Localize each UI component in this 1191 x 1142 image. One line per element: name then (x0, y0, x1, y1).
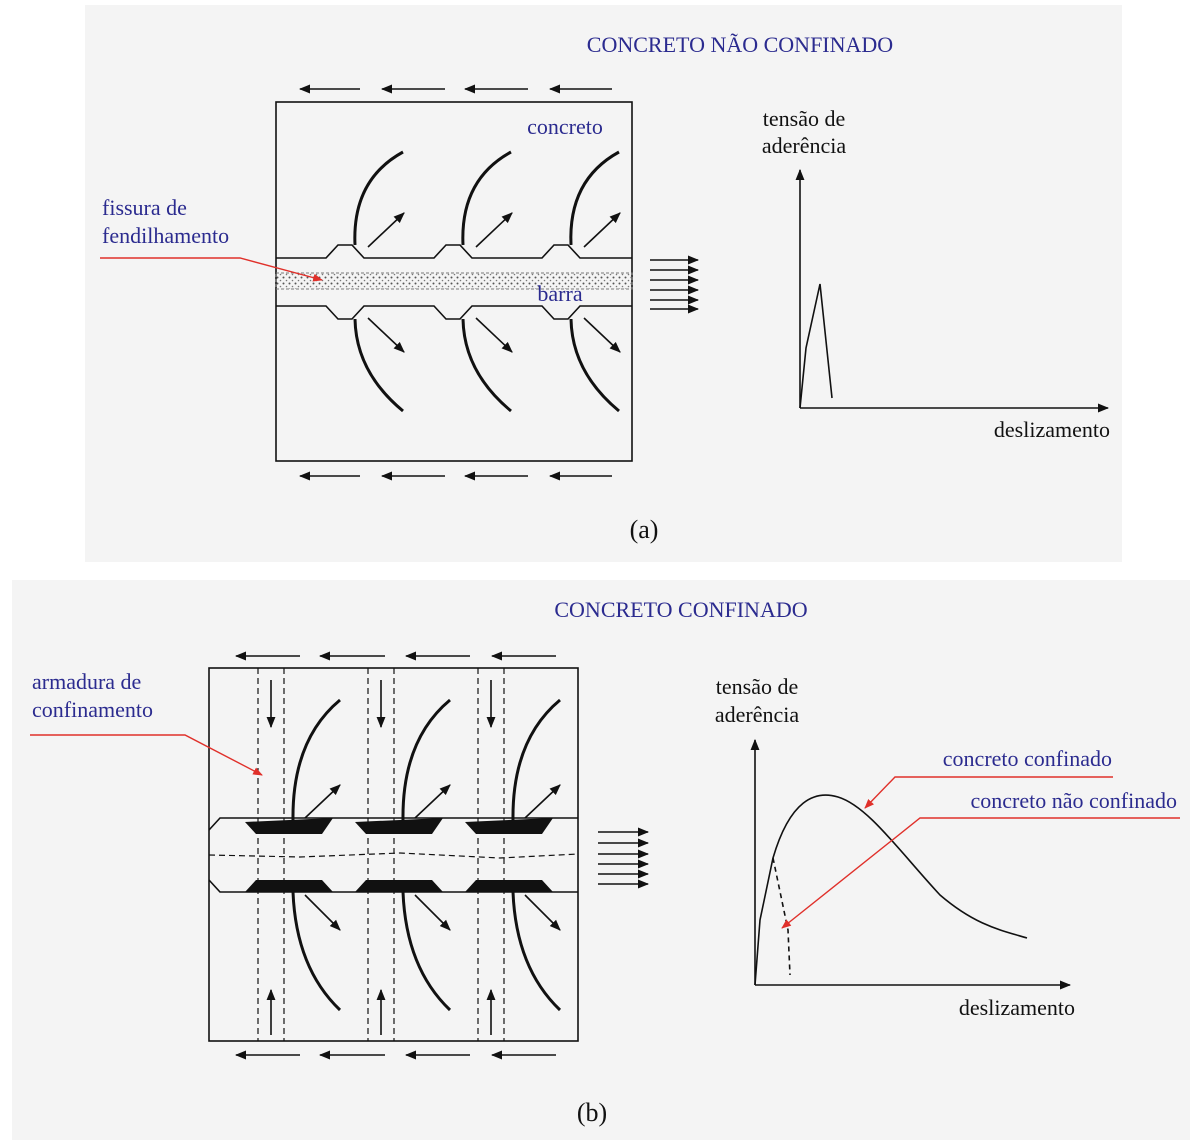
curve-label: concreto confinado (943, 746, 1112, 771)
label: fendilhamento (102, 223, 229, 248)
figure: CONCRETO NÃO CONFINADO concreto fissura … (0, 0, 1191, 1142)
panel-b-bg (12, 580, 1190, 1140)
axis-label: aderência (715, 702, 799, 727)
label: barra (537, 281, 582, 306)
label: armadura de (32, 669, 141, 694)
page: {"panels": [ {"title": "CONCRETO NÃO CON… (0, 0, 1191, 1142)
axis-label: deslizamento (994, 417, 1110, 442)
axis-label: tensão de (763, 106, 845, 131)
axis-label: deslizamento (959, 995, 1075, 1020)
label: fissura de (102, 195, 187, 220)
axis-label: aderência (762, 133, 846, 158)
panel-title: CONCRETO NÃO CONFINADO (587, 32, 893, 57)
rib (355, 880, 443, 892)
rib (245, 880, 333, 892)
rib (465, 880, 553, 892)
axis-label: tensão de (716, 674, 798, 699)
caption: (b) (577, 1098, 607, 1127)
curve-label: concreto não confinado (971, 788, 1177, 813)
panel-title: CONCRETO CONFINADO (554, 597, 807, 622)
label: concreto (527, 114, 603, 139)
caption: (a) (630, 515, 659, 544)
label: confinamento (32, 697, 153, 722)
